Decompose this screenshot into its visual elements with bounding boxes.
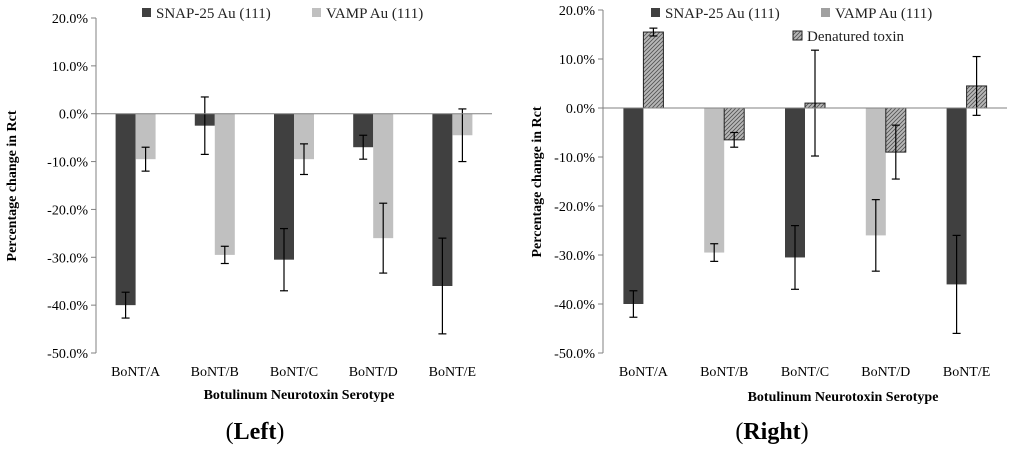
x-tick-label: BoNT/E bbox=[429, 365, 476, 380]
bar-snap-25-bont-c bbox=[274, 113, 294, 260]
x-tick-label: BoNT/E bbox=[943, 365, 990, 380]
x-axis-title: Botulinum Neurotoxin Serotype bbox=[204, 388, 395, 403]
y-tick-label: 10.0% bbox=[559, 53, 596, 68]
bar-vamp-bont-d bbox=[373, 113, 394, 239]
x-tick-label: BoNT/D bbox=[861, 365, 910, 380]
legend-swatch bbox=[792, 30, 803, 41]
y-tick-label: 10.0% bbox=[52, 60, 89, 75]
caption-close-paren: ) bbox=[801, 419, 809, 445]
legend-swatch bbox=[142, 8, 151, 17]
y-tick-label: 20.0% bbox=[559, 4, 596, 19]
bar-vamp-bont-c bbox=[294, 113, 314, 160]
legend-label: Denatured toxin bbox=[807, 29, 905, 45]
x-tick-label: BoNT/B bbox=[191, 365, 239, 380]
bar-snap-25-bont-a bbox=[115, 113, 136, 306]
y-tick-label: 20.0% bbox=[52, 12, 89, 27]
caption-word: Left bbox=[234, 419, 277, 445]
legend-swatch bbox=[312, 8, 321, 17]
right-chart-panel: 20.0% 10.0% 0.0% -10.0% -20.0% -30.0% -40.0% -5… bbox=[530, 4, 1007, 445]
y-tick-label: 0.0% bbox=[566, 102, 596, 117]
y-axis-title: Percentage change in Rct bbox=[5, 110, 20, 261]
caption-open-paren: ( bbox=[735, 419, 743, 445]
x-tick-label: BoNT/B bbox=[700, 365, 748, 380]
panel-caption: (Right) bbox=[735, 419, 808, 445]
caption-close-paren: ) bbox=[276, 419, 284, 445]
y-tick-label: -30.0% bbox=[47, 251, 88, 266]
bar-snap-25-bont-e bbox=[946, 108, 967, 285]
y-tick-label: -40.0% bbox=[47, 299, 88, 314]
bar-denatured-bont-a bbox=[642, 31, 664, 109]
x-axis-title: Botulinum Neurotoxin Serotype bbox=[748, 390, 939, 405]
y-tick-label: -50.0% bbox=[554, 347, 595, 362]
y-tick-label: -10.0% bbox=[47, 156, 88, 171]
x-tick-label: BoNT/A bbox=[619, 365, 669, 380]
legend-swatch bbox=[651, 8, 660, 17]
legend-label: VAMP Au (111) bbox=[326, 6, 423, 22]
panel-caption: (Left) bbox=[226, 419, 285, 445]
bar-snap-25-bont-c bbox=[785, 108, 805, 258]
y-tick-label: -10.0% bbox=[554, 151, 595, 166]
y-tick-label: -30.0% bbox=[554, 249, 595, 264]
bar-vamp-bont-b bbox=[214, 113, 235, 255]
x-tick-label: BoNT/C bbox=[270, 365, 318, 380]
legend-swatch bbox=[821, 8, 830, 17]
y-tick-label: 0.0% bbox=[59, 108, 89, 123]
caption-open-paren: ( bbox=[226, 419, 234, 445]
legend-label: VAMP Au (111) bbox=[835, 6, 932, 22]
y-tick-label: -50.0% bbox=[47, 347, 88, 362]
bar-vamp-bont-b bbox=[704, 108, 725, 253]
caption-word: Right bbox=[743, 419, 800, 445]
x-tick-label: BoNT/A bbox=[111, 365, 161, 380]
y-axis-title: Percentage change in Rct bbox=[530, 106, 545, 257]
bar-snap-25-bont-d bbox=[353, 113, 374, 148]
bar-vamp-bont-d bbox=[865, 108, 886, 236]
x-tick-label: BoNT/C bbox=[781, 365, 829, 380]
bar-snap-25-bont-e bbox=[432, 113, 453, 286]
y-tick-label: -20.0% bbox=[554, 200, 595, 215]
y-tick-label: -20.0% bbox=[47, 203, 88, 218]
bar-snap-25-bont-a bbox=[623, 108, 644, 304]
left-chart-panel: 20.0% 10.0% 0.0% -10.0% -20.0% -30.0% -40.0% -5… bbox=[5, 6, 492, 445]
legend-label: SNAP-25 Au (111) bbox=[156, 6, 271, 22]
y-tick-label: -40.0% bbox=[554, 298, 595, 313]
legend-label: SNAP-25 Au (111) bbox=[665, 6, 780, 22]
x-tick-label: BoNT/D bbox=[349, 365, 398, 380]
bar-vamp-bont-a bbox=[135, 113, 156, 160]
